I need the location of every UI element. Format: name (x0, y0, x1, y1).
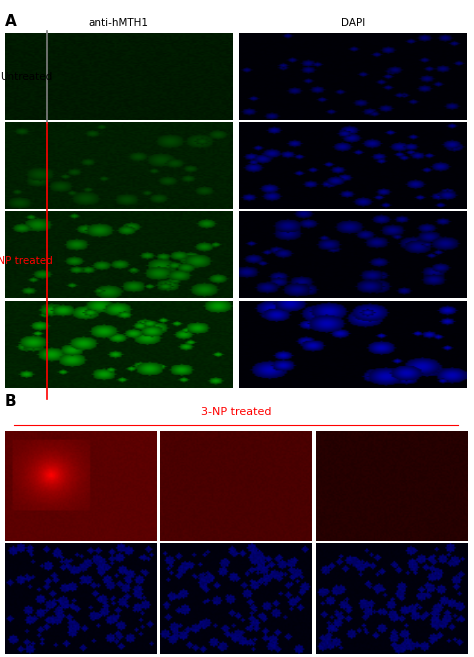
Text: anti-hMTH1: anti-hMTH1 (89, 18, 148, 28)
Text: 3-NP treated: 3-NP treated (201, 407, 271, 417)
Text: Wild-type: Wild-type (57, 440, 100, 448)
Text: B: B (5, 394, 17, 409)
Text: $\mathit{hMTH1}$-$\mathit{Tg}^{+/-}$: $\mathit{hMTH1}$-$\mathit{Tg}^{+/-}$ (205, 440, 266, 454)
Text: $\mathit{hMTH1}$-$\mathit{Tg}^{+/+}$: $\mathit{hMTH1}$-$\mathit{Tg}^{+/+}$ (357, 440, 419, 454)
Text: 3-NP treated: 3-NP treated (0, 256, 53, 266)
Text: A: A (5, 14, 17, 30)
Text: Untreated: Untreated (0, 72, 52, 82)
Text: DAPI: DAPI (341, 18, 365, 28)
